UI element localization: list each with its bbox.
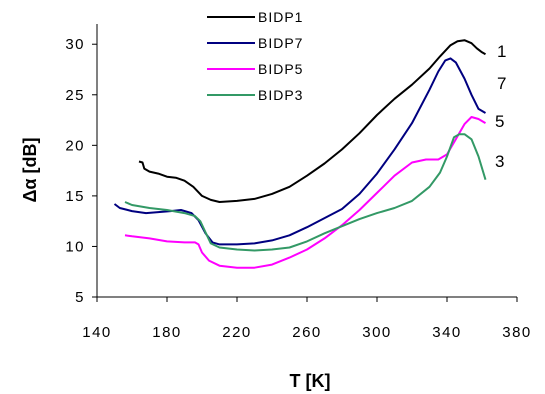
x-tick-label: 380 [502, 324, 532, 341]
series-line-bidp5 [124, 116, 487, 269]
series-end-label: 3 [495, 152, 504, 171]
series-end-label: 7 [497, 74, 506, 93]
y-tick-label: 25 [65, 87, 85, 104]
series-line-bidp3 [124, 133, 487, 252]
x-tick-label: 300 [362, 324, 392, 341]
series-line-bidp1 [138, 39, 486, 203]
x-axis-title: T [K] [290, 371, 331, 391]
legend-label: BIDP3 [258, 87, 303, 103]
x-tick-label: 140 [82, 324, 112, 341]
y-tick-label: 10 [65, 238, 85, 255]
y-tick-label: 20 [65, 137, 85, 154]
legend-label: BIDP7 [258, 35, 303, 51]
y-tick-label: 15 [65, 188, 85, 205]
legend: BIDP1 BIDP7 BIDP5 BIDP3 [207, 9, 303, 103]
x-tick-label: 340 [432, 324, 462, 341]
x-tick-label: 220 [222, 324, 252, 341]
x-tick-label: 180 [152, 324, 182, 341]
plot-area [113, 39, 487, 269]
y-tick-label: 30 [65, 36, 85, 53]
y-axis-title: Δα [dB] [20, 138, 40, 203]
series-end-label: 1 [497, 42, 506, 61]
series-end-label: 5 [495, 112, 504, 131]
x-tick-label: 260 [292, 324, 322, 341]
legend-label: BIDP1 [258, 9, 303, 25]
legend-label: BIDP5 [258, 61, 303, 77]
y-tick-label: 5 [75, 289, 85, 306]
